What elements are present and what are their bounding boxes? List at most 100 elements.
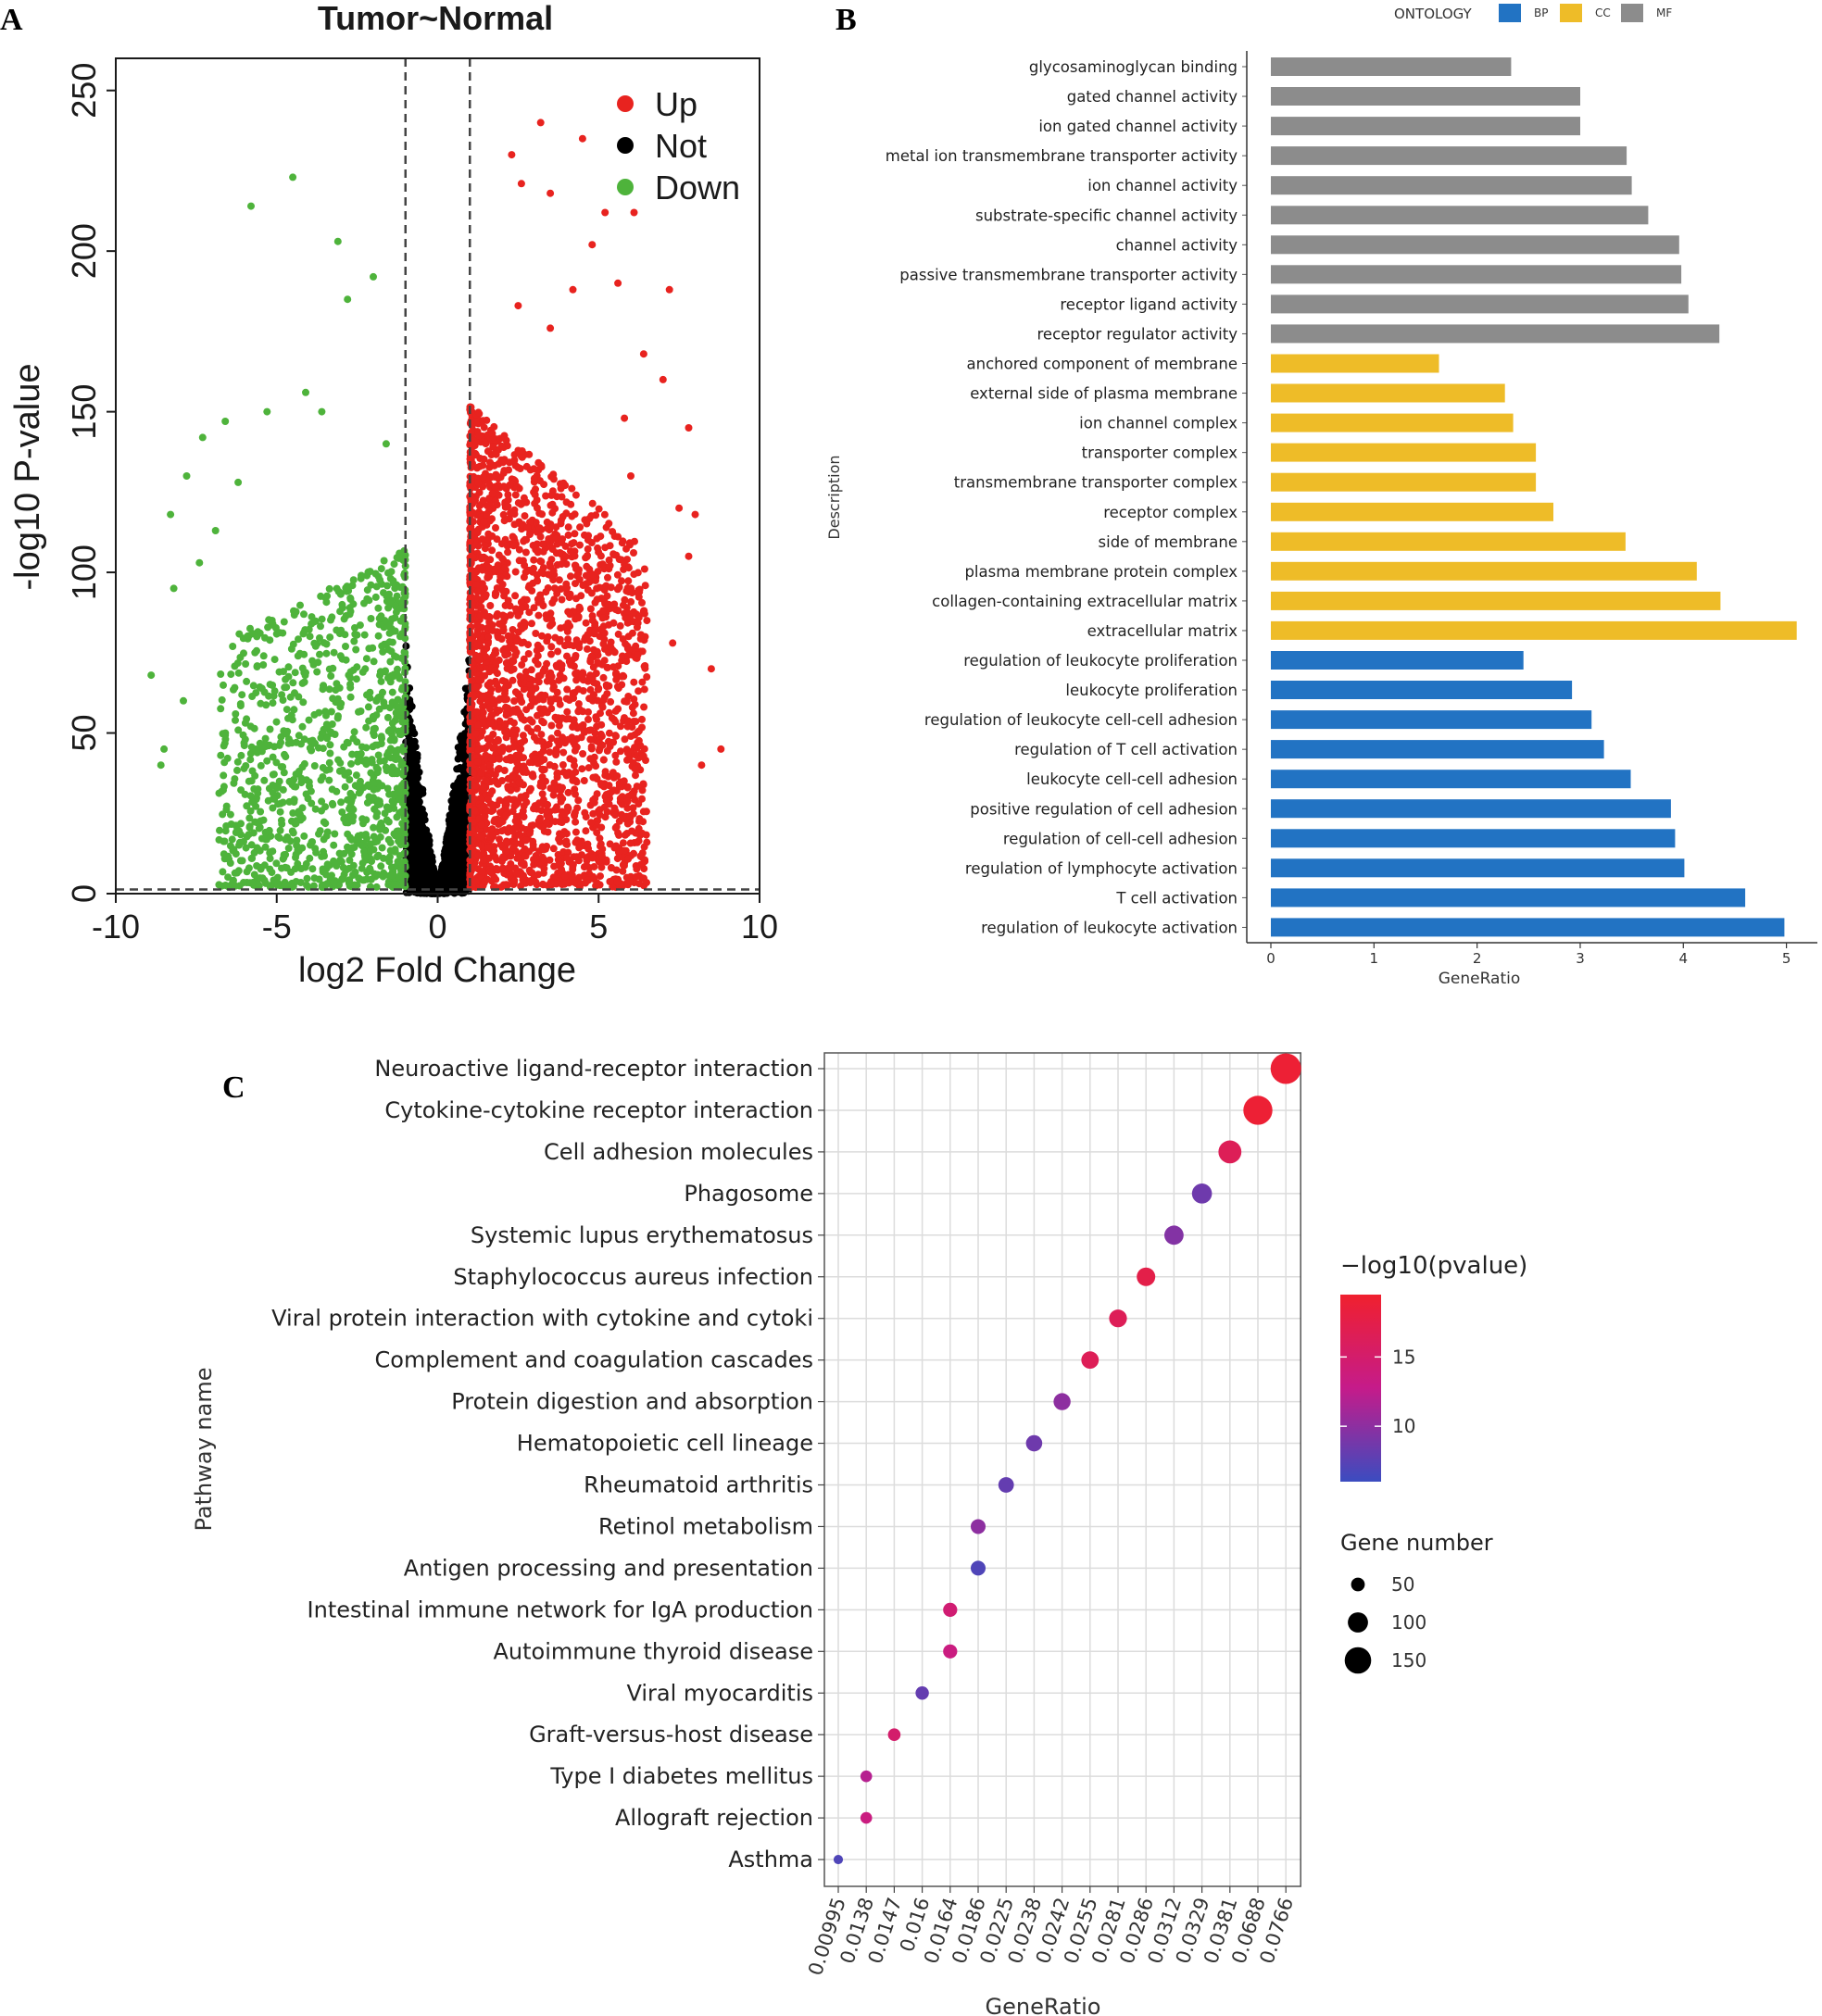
down-point xyxy=(397,867,405,874)
up-point xyxy=(578,765,586,773)
up-point xyxy=(536,737,545,745)
down-point xyxy=(349,871,357,879)
up-point xyxy=(561,584,570,593)
down-point xyxy=(266,855,274,863)
down-point xyxy=(365,596,373,605)
panel-a: A Tumor~Normal -10 -5 0 5 10050100150200250 … xyxy=(0,0,778,990)
down-point xyxy=(290,798,298,806)
up-point xyxy=(496,755,504,763)
up-point xyxy=(543,518,551,526)
not-point xyxy=(408,702,416,710)
down-point xyxy=(262,879,270,887)
down-point xyxy=(401,789,409,797)
down-point xyxy=(298,722,307,731)
down-point xyxy=(320,847,327,856)
up-point xyxy=(516,465,524,472)
down-point xyxy=(261,828,270,836)
up-point xyxy=(547,643,556,651)
down-point xyxy=(281,750,288,758)
down-point xyxy=(256,874,264,883)
down-point xyxy=(298,763,307,771)
up-point xyxy=(502,659,510,667)
down-point xyxy=(245,632,253,640)
down-point xyxy=(235,827,244,835)
up-point xyxy=(631,537,638,545)
down-point xyxy=(341,783,349,791)
down-point xyxy=(328,613,336,621)
up-point xyxy=(512,870,521,878)
up-point xyxy=(567,500,575,508)
down-point xyxy=(367,875,375,883)
up-point xyxy=(638,786,647,795)
up-point xyxy=(536,591,545,599)
up-point xyxy=(539,667,547,675)
down-point xyxy=(300,650,308,658)
down-point xyxy=(317,776,325,784)
up-point xyxy=(510,876,519,884)
down-point xyxy=(382,667,389,675)
down-point xyxy=(266,681,274,689)
up-point xyxy=(607,583,615,592)
down-point xyxy=(230,845,238,854)
down-point xyxy=(396,789,403,796)
down-point xyxy=(303,881,310,889)
down-point xyxy=(266,725,274,733)
up-point xyxy=(584,707,592,716)
up-point xyxy=(482,591,490,599)
up-point xyxy=(539,881,547,889)
up-point xyxy=(622,607,631,616)
down-point xyxy=(347,759,355,768)
down-point xyxy=(396,730,404,738)
down-point xyxy=(383,767,391,775)
down-point xyxy=(360,847,368,856)
down-point xyxy=(287,645,295,653)
up-point xyxy=(525,866,534,874)
down-point xyxy=(238,857,246,865)
up-point xyxy=(594,544,602,552)
up-point xyxy=(484,741,493,749)
down-point xyxy=(353,738,361,746)
down-point xyxy=(323,860,332,869)
up-point xyxy=(526,702,534,710)
down-point xyxy=(374,604,383,612)
down-point xyxy=(341,770,349,779)
down-point xyxy=(257,761,265,770)
down-point xyxy=(379,688,386,696)
up-point xyxy=(485,480,494,488)
down-point xyxy=(390,579,397,587)
down-point xyxy=(330,841,338,849)
up-point xyxy=(630,549,637,557)
down-point xyxy=(327,707,335,716)
up-point xyxy=(511,491,520,499)
not-point xyxy=(414,769,422,776)
down-point xyxy=(401,620,409,628)
not-point xyxy=(413,873,421,882)
up-point xyxy=(523,724,532,733)
down-point xyxy=(315,830,322,838)
down-point xyxy=(308,865,317,873)
up-point xyxy=(530,556,538,564)
down-point xyxy=(311,642,320,650)
down-point xyxy=(346,776,354,783)
down-point xyxy=(234,867,243,875)
up-point xyxy=(528,687,536,695)
down-point xyxy=(259,816,268,824)
down-point xyxy=(346,882,354,890)
down-point xyxy=(370,785,378,794)
up-point xyxy=(635,687,643,695)
down-point xyxy=(320,682,327,690)
up-point xyxy=(518,698,526,707)
not-point xyxy=(423,852,432,860)
up-point xyxy=(509,676,517,684)
down-point xyxy=(340,815,348,823)
not-point xyxy=(407,861,415,870)
up-point xyxy=(501,683,509,692)
up-point xyxy=(538,765,547,773)
down-point xyxy=(295,635,302,644)
up-point xyxy=(638,715,646,723)
up-point xyxy=(619,860,627,869)
up-point xyxy=(588,854,597,862)
down-point xyxy=(377,819,385,827)
up-point xyxy=(484,530,493,538)
up-point xyxy=(479,496,487,505)
